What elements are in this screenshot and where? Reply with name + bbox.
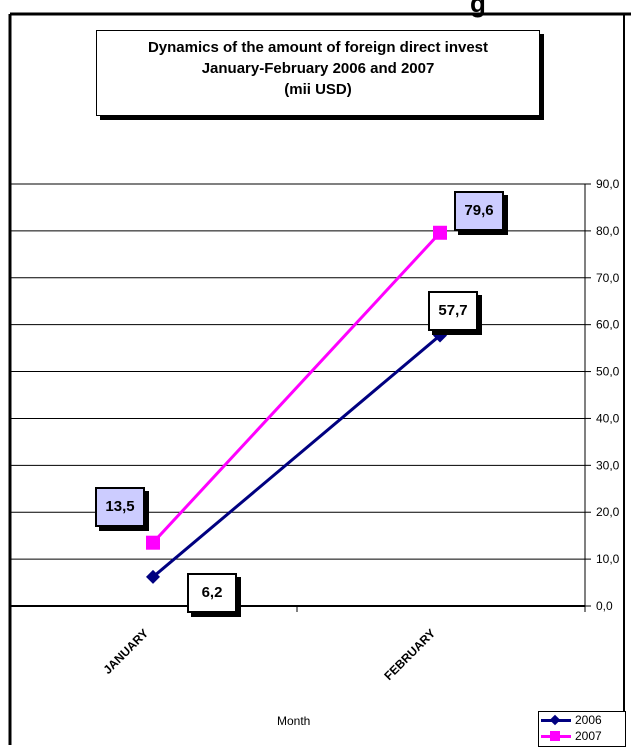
point-marker-2007	[433, 225, 447, 240]
legend-item-2006: 2006	[539, 712, 625, 728]
legend: 2006 2007	[538, 711, 626, 747]
data-label-2006: 6,2	[187, 572, 237, 613]
x-tick-label: FEBRUARY	[381, 626, 438, 683]
y-tick-label: 20,0	[596, 505, 620, 519]
x-tick-label: JANUARY	[101, 626, 152, 677]
y-tick-label: 90,0	[596, 177, 620, 191]
series-lines	[151, 231, 442, 579]
y-tick-label: 60,0	[596, 318, 620, 332]
y-tick-labels: 0,0 10,0 20,0 30,0 40,0 50,0 60,0 70,0 80,0 90,0	[596, 177, 620, 613]
legend-diamond-icon	[549, 714, 561, 726]
x-tick-labels: JANUARY FEBRUARY	[101, 626, 439, 683]
y-tick-label: 40,0	[596, 411, 620, 425]
y-tick-label: 30,0	[596, 458, 620, 472]
chart-title-line-1: Dynamics of the amount of foreign direct…	[147, 39, 489, 56]
gridlines	[10, 183, 585, 560]
y-tick-label: 70,0	[596, 271, 620, 285]
point-marker-2006	[146, 569, 160, 584]
chart-title: Dynamics of the amount of foreign direct…	[96, 30, 540, 116]
y-tick-label: 10,0	[596, 552, 620, 566]
point-marker-2007	[146, 535, 160, 550]
series-line-2006	[152, 334, 441, 579]
legend-label-2006: 2006	[575, 713, 602, 727]
series-line-2007	[151, 231, 442, 544]
y-tick-label: 80,0	[596, 224, 620, 238]
point-marker-2006	[433, 328, 447, 343]
axes	[9, 183, 591, 612]
legend-square-icon	[550, 731, 560, 741]
chart-title-line-2: January-February 2006 and 2007	[201, 60, 435, 77]
legend-label-2007: 2007	[575, 729, 602, 743]
data-label-2006: 57,7	[428, 291, 478, 332]
series-markers	[146, 225, 447, 584]
data-label-2007: 13,5	[95, 486, 145, 527]
chart-title-line-3: (mii USD)	[284, 81, 352, 98]
x-axis-label: Month	[277, 714, 311, 728]
data-label-2007: 79,6	[454, 190, 504, 231]
legend-item-2007: 2007	[539, 728, 625, 744]
y-tick-label: 50,0	[596, 365, 620, 379]
y-tick-label: 0,0	[596, 599, 613, 613]
